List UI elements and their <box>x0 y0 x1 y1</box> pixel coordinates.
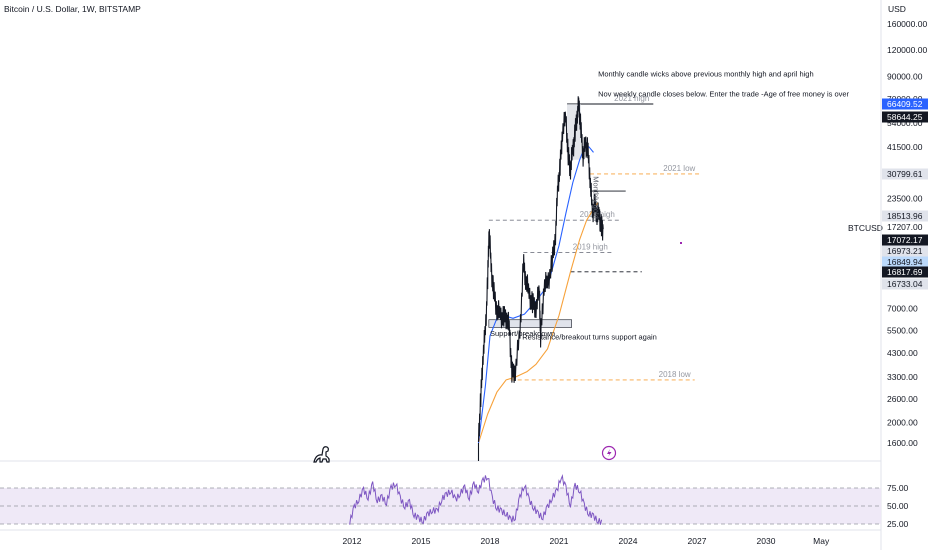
y-tick-label: 17207.00 <box>887 222 923 232</box>
symbol-label: BTCUSD <box>848 223 883 233</box>
rsi-band <box>0 488 881 524</box>
y-tick-label: 7000.00 <box>887 304 918 314</box>
y-tick-label: 23500.00 <box>887 194 923 204</box>
y-tick-label: 2000.00 <box>887 418 918 428</box>
level-label: 2021 high <box>614 94 649 103</box>
y-tick-label: 4300.00 <box>887 348 918 358</box>
level-label: 2019 high <box>573 242 608 251</box>
y-tick-label: 41500.00 <box>887 142 923 152</box>
x-tick-label: 2024 <box>619 536 638 546</box>
rsi-tick-label: 75.00 <box>887 483 909 493</box>
y-tick-label: 54000.00 <box>887 118 923 128</box>
price-tag[interactable] <box>882 278 928 290</box>
annotation-text: Support/breakdown <box>490 329 555 338</box>
y-tick-label: 1600.00 <box>887 438 918 448</box>
annotation-text: Nov weekly candle closes below. Enter th… <box>598 90 849 99</box>
x-tick-label: May <box>813 536 830 546</box>
rsi-tick-label: 25.00 <box>887 519 909 529</box>
time-axis-ticks: 2012 2015 2018 2021 2024 2027 2030 May <box>343 536 830 546</box>
y-tick-label: 120000.00 <box>887 45 927 55</box>
price-tag-label: 66409.52 <box>887 99 923 109</box>
x-tick-label: 2018 <box>481 536 500 546</box>
annotation-text: Monthly gold <box>592 176 601 219</box>
y-tick-label: 3300.00 <box>887 372 918 382</box>
price-tag-label: 16973.21 <box>887 246 923 256</box>
price-tag[interactable] <box>882 111 928 123</box>
currency-label: USD <box>888 4 906 14</box>
dino-icon[interactable] <box>313 446 330 463</box>
price-axis-ticks: 160000.00120000.0090000.0070000.0054000.… <box>887 19 927 529</box>
annotation-text: Monthly candle wicks above previous mont… <box>598 69 814 78</box>
y-tick-label: 160000.00 <box>887 19 927 29</box>
price-tag-label: 16849.94 <box>887 257 923 267</box>
price-tag-label: 30799.61 <box>887 169 923 179</box>
y-tick-label: 90000.00 <box>887 71 923 81</box>
chart-title: Bitcoin / U.S. Dollar, 1W, BITSTAMP <box>4 4 141 14</box>
y-tick-label: 5500.00 <box>887 326 918 336</box>
cursor-dot <box>680 242 682 244</box>
x-tick-label: 2030 <box>757 536 776 546</box>
price-tags: 66409.52 58644.25 30799.61 18513.96 17072.17… <box>882 98 928 290</box>
price-tag-label: 16733.04 <box>887 279 923 289</box>
price-tag[interactable] <box>882 256 928 268</box>
y-tick-label: 2600.00 <box>887 394 918 404</box>
price-tag-label: 16817.69 <box>887 267 923 277</box>
price-tag-label: 17072.17 <box>887 235 923 245</box>
price-tag[interactable] <box>882 245 928 257</box>
btc-price-line[interactable] <box>477 96 604 443</box>
price-tag[interactable] <box>882 210 928 222</box>
ma-orange-line[interactable] <box>477 202 599 444</box>
lightning-icon[interactable] <box>601 445 617 461</box>
level-label: 2018 low <box>659 370 691 379</box>
level-label: 2021 low <box>663 164 695 173</box>
annotations: Monthly candle wicks above previous mont… <box>490 69 850 341</box>
price-tag[interactable] <box>882 266 928 278</box>
price-series <box>477 96 604 461</box>
x-tick-label: 2015 <box>412 536 431 546</box>
price-tag[interactable] <box>882 234 928 246</box>
rsi-series <box>349 473 603 525</box>
rsi-tick-label: 50.00 <box>887 501 909 511</box>
support-box[interactable] <box>488 319 572 328</box>
x-tick-label: 2012 <box>343 536 362 546</box>
price-tag-label: 58644.25 <box>887 112 923 122</box>
x-tick-label: 2021 <box>550 536 569 546</box>
price-tag[interactable] <box>882 98 928 110</box>
rsi-line[interactable] <box>349 473 603 525</box>
price-tag[interactable] <box>882 168 928 180</box>
price-tag-label: 18513.96 <box>887 211 923 221</box>
x-tick-label: 2027 <box>688 536 707 546</box>
annotation-text: Resistance/breakout turns support again <box>522 332 657 341</box>
